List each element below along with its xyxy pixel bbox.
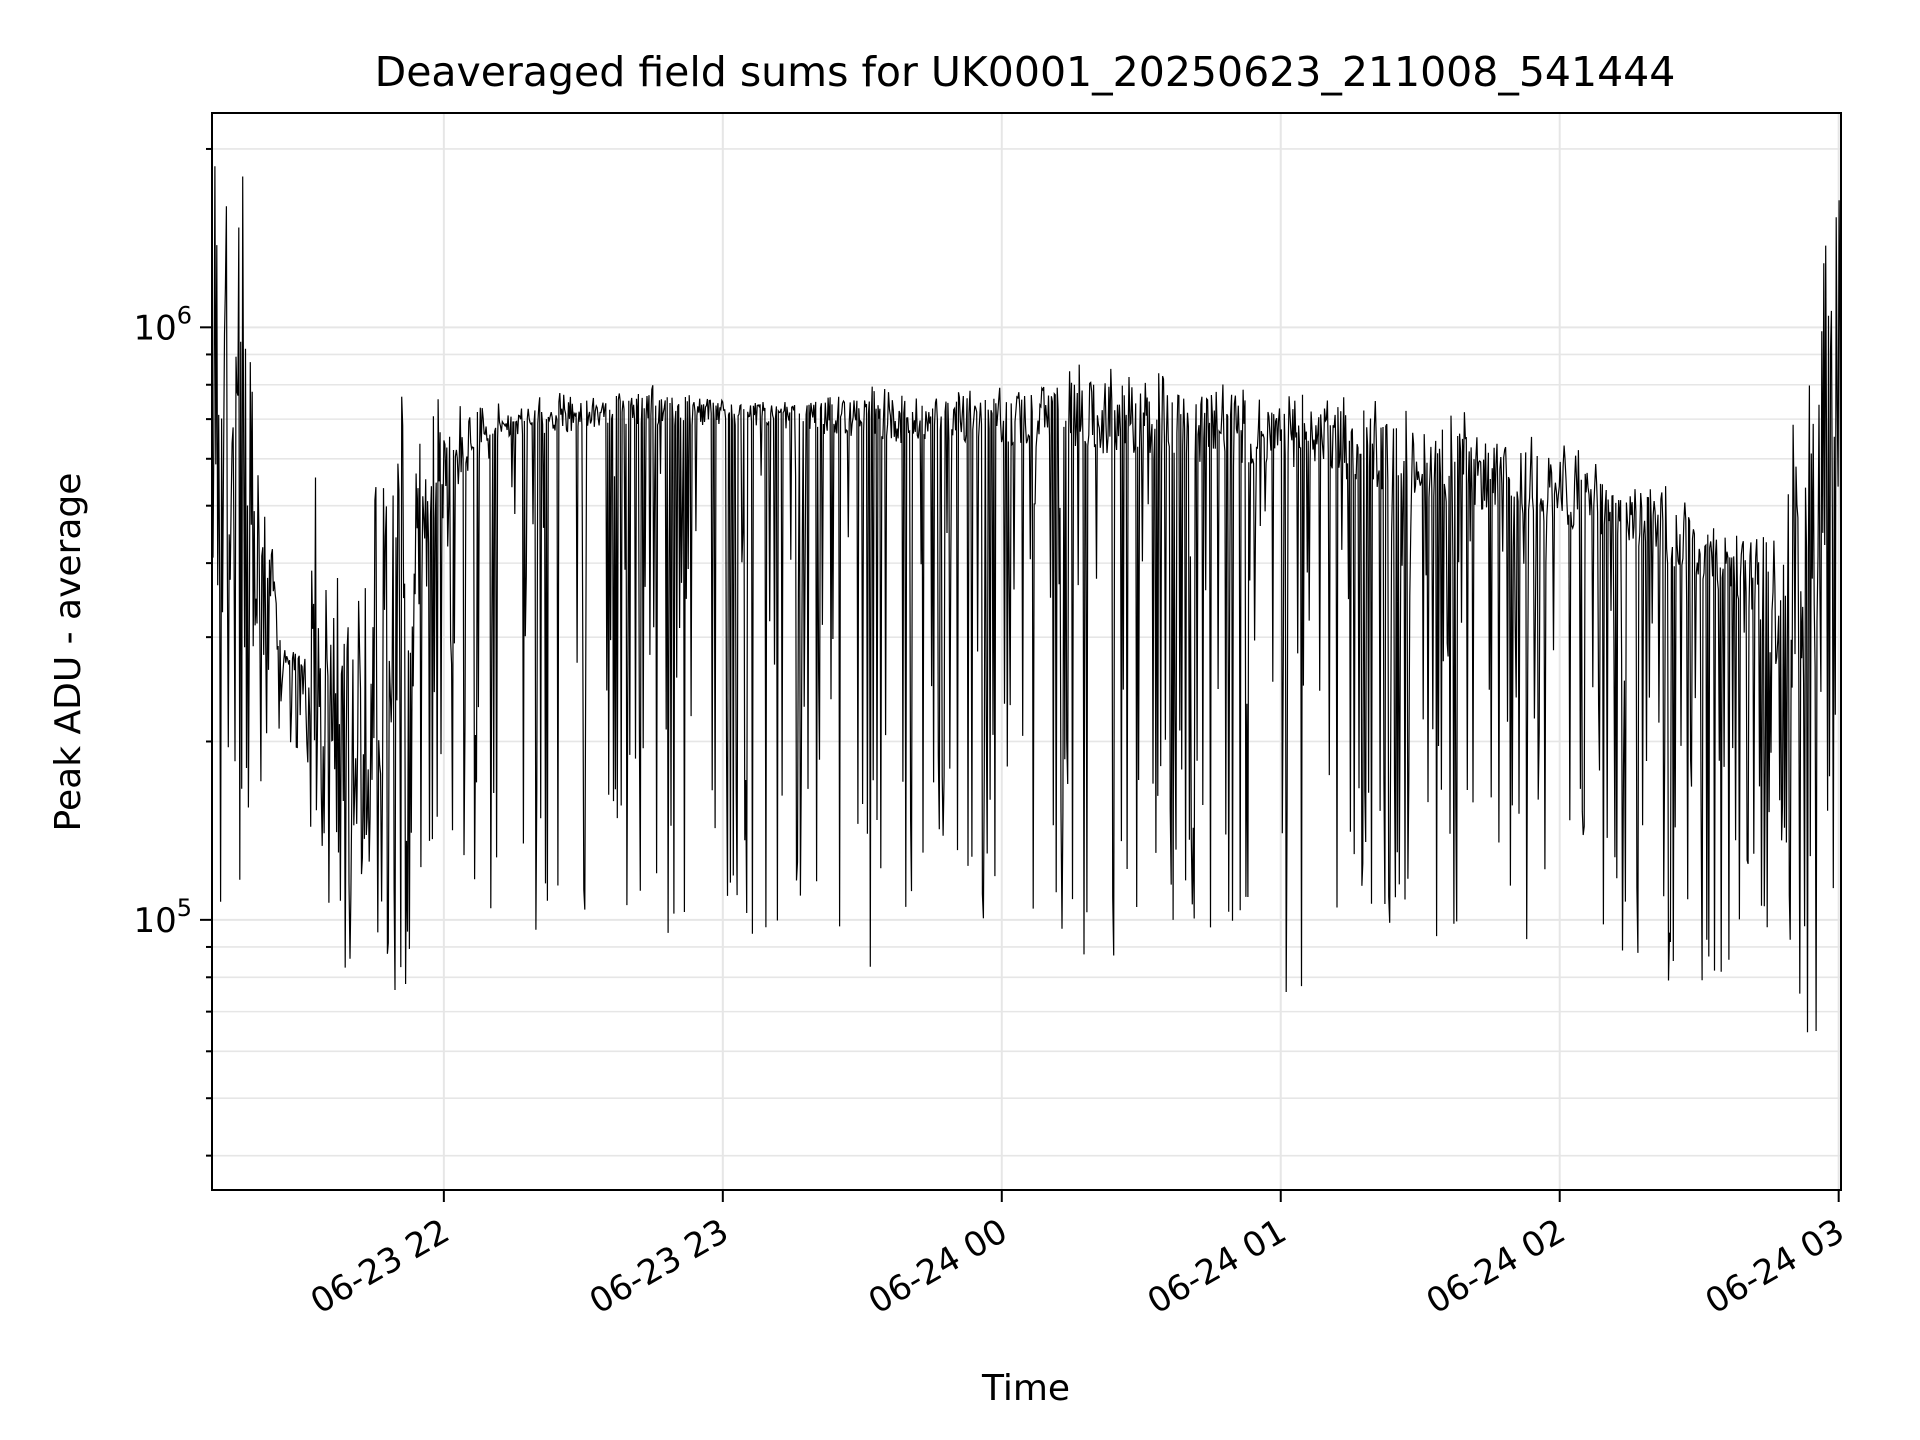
series-line	[211, 166, 1842, 1033]
x-axis-label: Time	[981, 1368, 1070, 1409]
y-tick-label: 106	[133, 301, 192, 348]
plot-frame	[211, 112, 1842, 1191]
plot-area	[211, 166, 1842, 1033]
y-axis: 105 106	[133, 147, 212, 1157]
y-axis-label: Peak ADU - average	[48, 473, 89, 832]
grid	[212, 113, 1841, 1190]
chart-title: Deaveraged field sums for UK0001_2025062…	[375, 48, 1676, 96]
y-tick-label: 105	[133, 894, 192, 941]
